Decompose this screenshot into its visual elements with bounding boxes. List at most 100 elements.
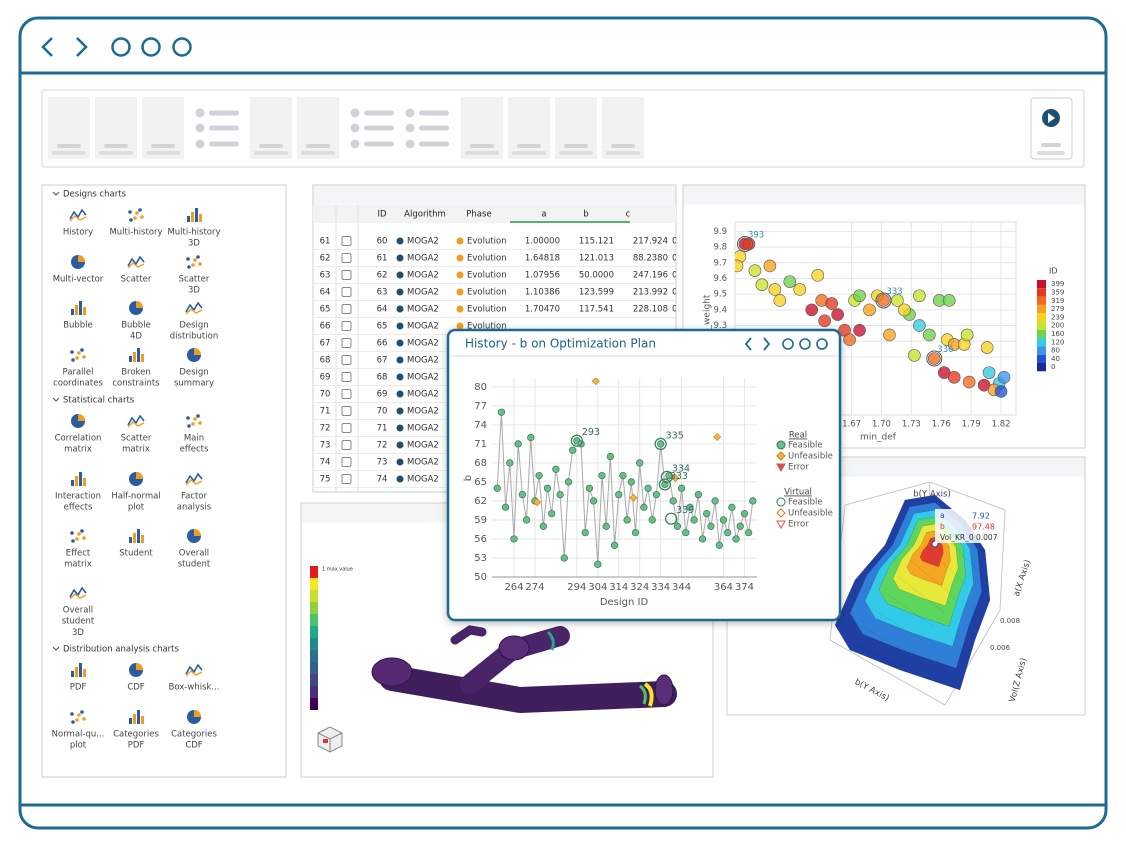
feasible-point[interactable] [631,528,640,537]
unfeasible-point[interactable] [533,498,542,507]
toolbar-list-dot[interactable] [405,123,415,133]
feasible-point[interactable] [585,484,594,492]
feasible-point[interactable] [594,560,602,568]
scatter-point[interactable] [811,269,825,282]
scatter-point[interactable] [980,341,994,354]
chart-item-label[interactable]: student [178,560,211,570]
chart-item-label[interactable]: Parallel [63,368,94,378]
feasible-point[interactable] [690,516,698,524]
run-tile[interactable] [1030,97,1073,160]
feasible-point[interactable] [564,478,573,486]
feasible-point[interactable] [493,484,501,492]
feasible-point[interactable] [543,484,552,492]
feasible-point[interactable] [686,503,694,511]
chart-item-label[interactable]: 3D [188,286,200,296]
feasible-point[interactable] [736,522,744,530]
forward-button[interactable] [76,37,88,57]
chart-item-label[interactable]: effects [180,445,209,455]
section-chevron[interactable] [52,646,60,651]
chart-icon[interactable] [187,710,201,724]
feasible-point[interactable] [627,478,635,486]
row-checkbox[interactable] [341,321,352,331]
scatter-point[interactable] [843,333,856,346]
chart-item-label[interactable]: Bubble [63,321,93,331]
column-header[interactable]: Phase [466,210,491,220]
chart-icon[interactable] [129,348,144,362]
chart-icon[interactable] [71,301,86,315]
chart-icon[interactable] [129,472,143,486]
scatter-point[interactable] [923,328,936,342]
chart-item-label[interactable]: History [63,228,93,238]
chart-icon[interactable] [185,472,203,486]
scatter-point[interactable] [768,283,782,296]
feasible-point[interactable] [535,471,543,480]
feasible-point[interactable] [539,522,547,530]
feasible-point[interactable] [602,522,610,530]
legend-label[interactable]: Feasible [788,498,823,508]
feasible-point[interactable] [677,484,686,492]
chart-item-label[interactable]: Factor [181,492,208,502]
toolbar-tile[interactable] [461,97,503,159]
popup-dot-button[interactable] [782,338,794,350]
row-checkbox[interactable] [341,304,352,314]
toolbar-tile[interactable] [142,97,184,159]
chart-icon[interactable] [71,414,85,428]
toolbar-tile[interactable] [95,97,137,159]
feasible-point[interactable] [527,433,535,442]
chart-item-label[interactable]: Broken [121,368,151,378]
chart-icon[interactable] [187,208,202,222]
chart-item-label[interactable]: CDF [185,741,202,751]
scatter-point[interactable] [908,349,921,362]
scatter-point[interactable] [960,328,974,342]
chart-item-label[interactable]: Multi-vector [53,275,104,285]
row-checkbox[interactable] [341,355,352,365]
row-checkbox[interactable] [341,389,352,399]
chart-icon[interactable] [127,414,145,428]
chart-item-label[interactable]: Design [179,321,208,331]
section-chevron[interactable] [52,191,60,196]
feasible-point[interactable] [682,528,690,537]
column-header[interactable]: ID [377,210,387,220]
scatter-point[interactable] [982,366,996,379]
chart-icon[interactable] [185,301,203,315]
chart-icon[interactable] [70,710,86,724]
feasible-point[interactable] [652,490,661,499]
chart-item-label[interactable]: student [62,617,95,627]
chart-item-label[interactable]: Categories [171,730,217,740]
scatter-point[interactable] [748,264,762,277]
window-dot-button[interactable] [172,37,192,57]
feasible-point[interactable] [715,541,723,549]
chart-icon[interactable] [187,348,201,362]
row-checkbox[interactable] [341,406,352,416]
chart-icon[interactable] [70,529,86,543]
toolbar-tile[interactable] [602,97,644,159]
popup-back[interactable] [744,337,752,351]
scatter-point[interactable] [947,371,961,384]
chart-item-label[interactable]: Interaction [55,492,101,502]
feasible-point[interactable] [589,497,598,505]
toolbar-list-dot[interactable] [350,139,360,149]
unfeasible-point[interactable] [629,493,638,502]
chart-icon[interactable] [128,208,144,222]
scatter-point[interactable] [825,297,838,310]
scatter-point[interactable] [773,294,787,307]
toolbar-list-dot[interactable] [405,108,415,118]
row-checkbox[interactable] [341,287,352,297]
feasible-point[interactable] [510,535,518,543]
scatter-point[interactable] [913,289,926,303]
scatter-point[interactable] [731,259,744,273]
feasible-point[interactable] [518,490,527,499]
chart-item-label[interactable]: Student [119,549,153,559]
feasible-point[interactable] [623,516,631,524]
chart-item-label[interactable]: matrix [64,560,92,570]
chart-icon[interactable] [127,255,145,269]
scatter-point[interactable] [863,303,876,317]
feasible-point[interactable] [694,490,702,499]
toolbar-tile[interactable] [48,97,90,159]
feasible-point[interactable] [514,440,522,448]
row-checkbox[interactable] [341,372,352,382]
window-dot-button[interactable] [141,37,161,57]
chart-item-label[interactable]: Categories [113,730,159,740]
chart-item-label[interactable]: Half-normal [111,492,160,502]
section-chevron[interactable] [52,397,60,402]
